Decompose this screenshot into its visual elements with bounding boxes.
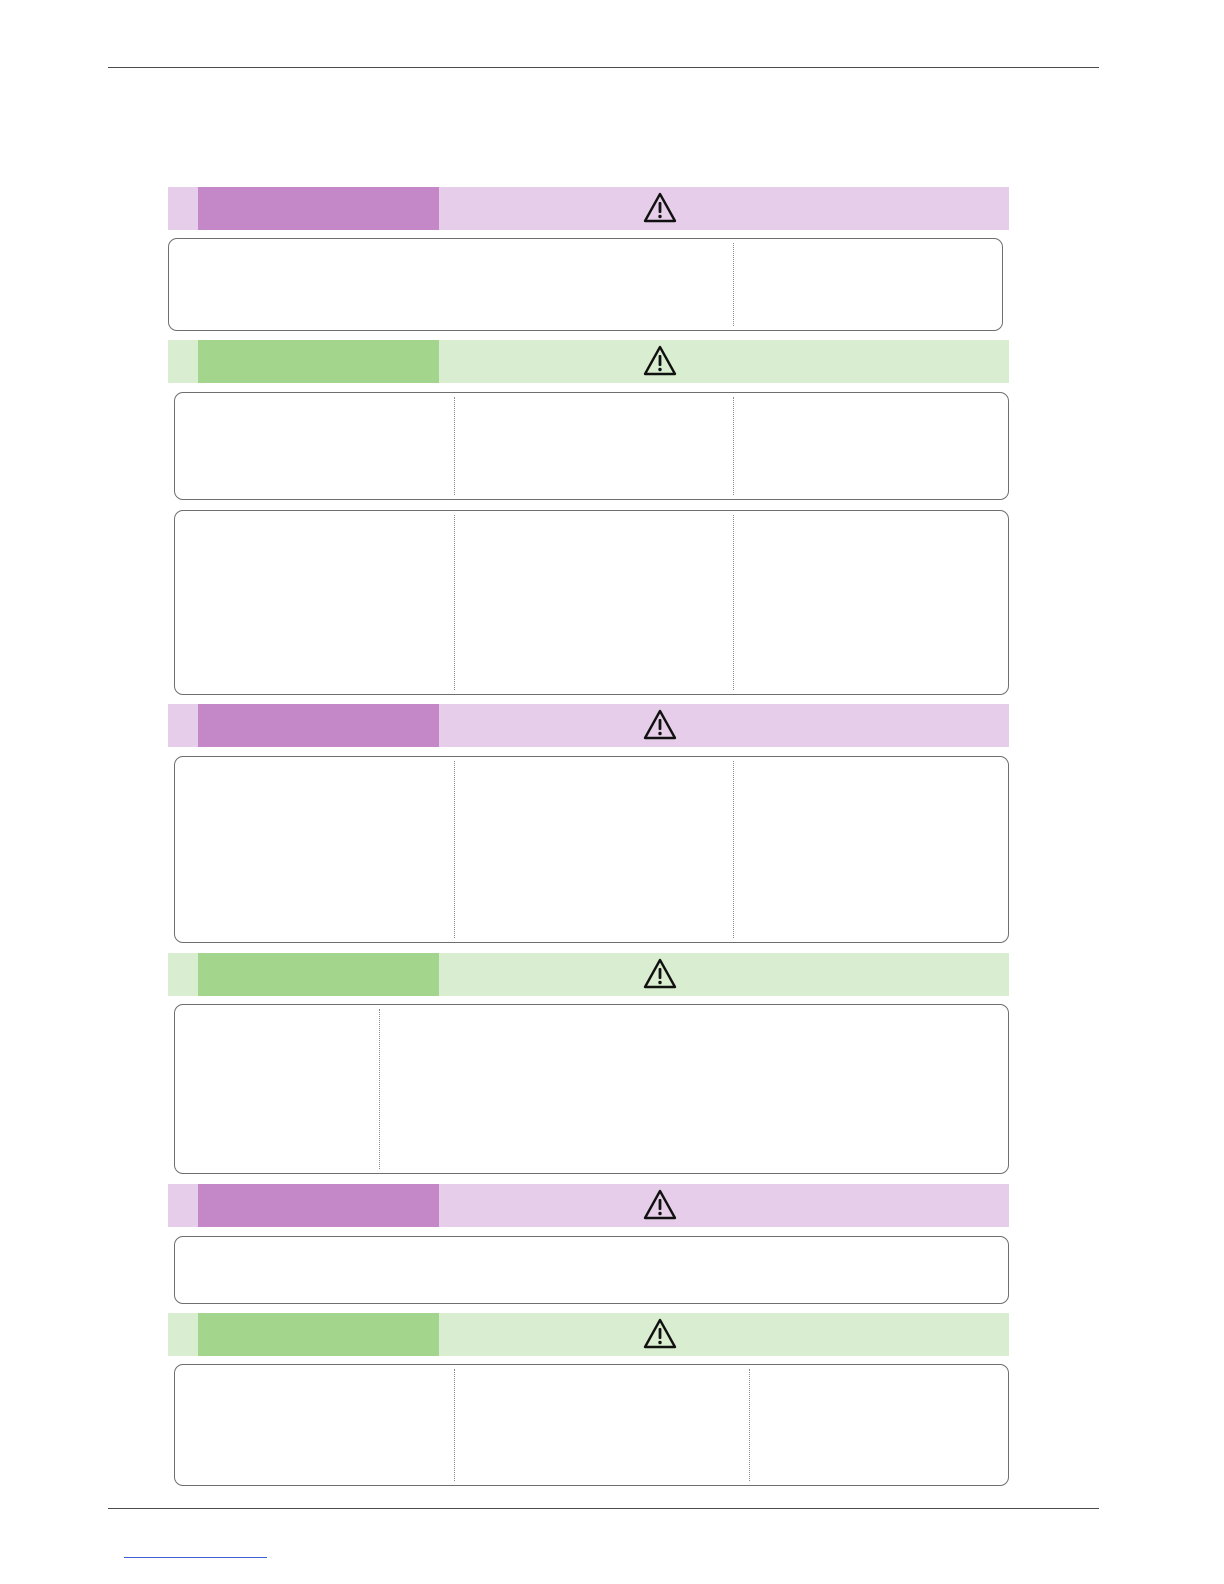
section-tab [198, 340, 439, 383]
content-box-2a [174, 392, 1009, 500]
section-bar [439, 1184, 1009, 1227]
section-header-1 [168, 187, 1009, 230]
top-rule [108, 67, 1099, 68]
column-divider [733, 761, 734, 938]
column-divider [454, 515, 455, 690]
column-divider [733, 397, 734, 495]
warning-icon [643, 345, 677, 376]
content-box-4 [174, 1004, 1009, 1174]
column-divider [454, 1369, 455, 1481]
content-box-6 [174, 1364, 1009, 1486]
section-header-3 [168, 704, 1009, 747]
section-tab [198, 1184, 439, 1227]
section-header-6 [168, 1313, 1009, 1356]
content-box-2b [174, 510, 1009, 695]
column-divider [749, 1369, 750, 1481]
section-tab-stub [168, 187, 198, 230]
section-bar [439, 187, 1009, 230]
warning-icon [643, 192, 677, 223]
section-tab-stub [168, 953, 198, 996]
column-divider [454, 761, 455, 938]
column-divider [733, 515, 734, 690]
warning-icon [643, 1318, 677, 1349]
section-bar [439, 340, 1009, 383]
footer-link-underline[interactable] [124, 1557, 267, 1558]
section-tab [198, 953, 439, 996]
section-tab [198, 704, 439, 747]
section-tab-stub [168, 1184, 198, 1227]
section-bar [439, 953, 1009, 996]
warning-icon [643, 1189, 677, 1220]
content-box-1 [168, 238, 1003, 331]
content-box-3 [174, 756, 1009, 943]
column-divider [379, 1009, 380, 1169]
section-bar [439, 704, 1009, 747]
warning-icon [643, 709, 677, 740]
section-tab-stub [168, 704, 198, 747]
section-tab-stub [168, 1313, 198, 1356]
section-tab [198, 187, 439, 230]
section-header-2 [168, 340, 1009, 383]
section-tab-stub [168, 340, 198, 383]
warning-icon [643, 958, 677, 989]
column-divider [454, 397, 455, 495]
section-tab [198, 1313, 439, 1356]
content-box-5 [174, 1236, 1009, 1304]
section-bar [439, 1313, 1009, 1356]
column-divider [733, 243, 734, 326]
bottom-rule [108, 1508, 1099, 1509]
section-header-5 [168, 1184, 1009, 1227]
section-header-4 [168, 953, 1009, 996]
